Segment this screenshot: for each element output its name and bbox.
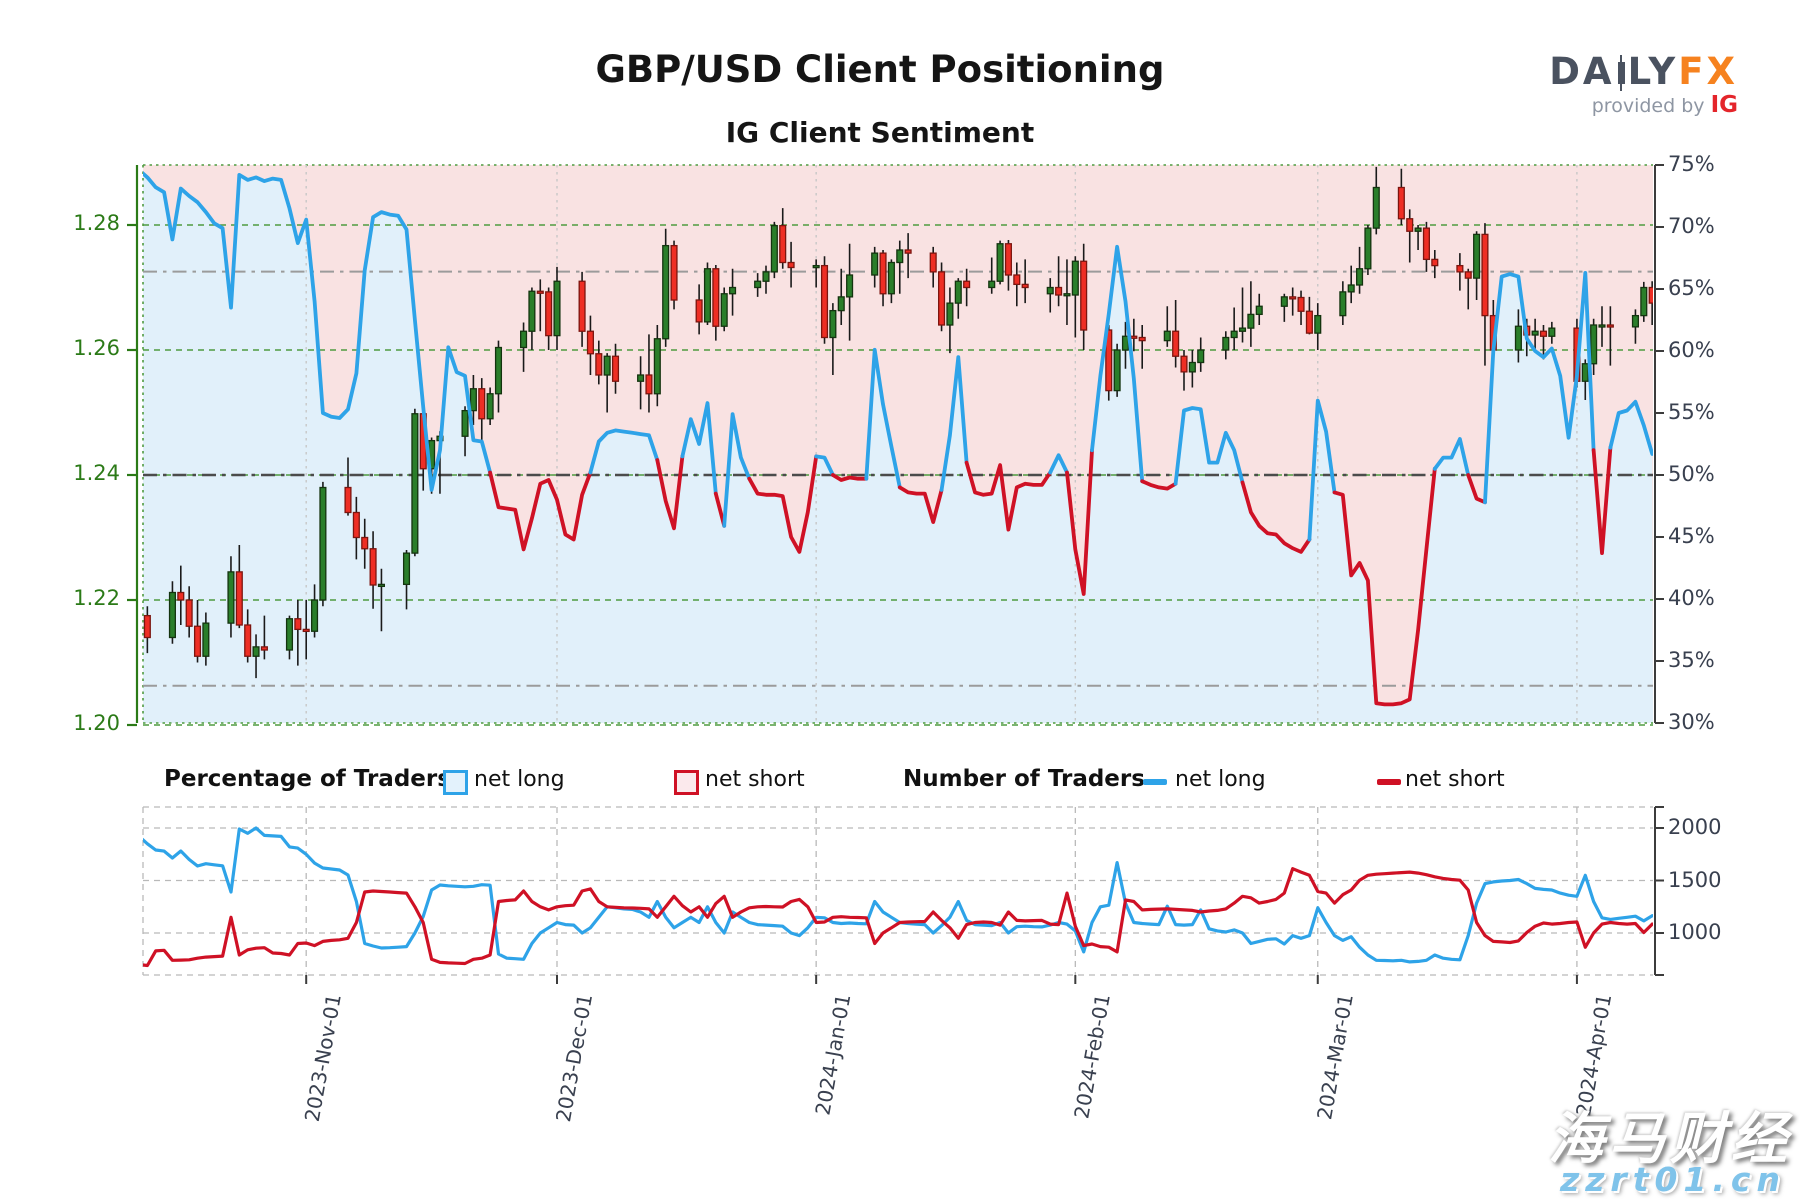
net-short-count-line xyxy=(143,867,1653,968)
pct-tick-75%: 75% xyxy=(1668,152,1715,176)
legend-pct-net-short: net short xyxy=(705,767,805,792)
pct-tick-65%: 65% xyxy=(1668,276,1715,300)
price-tick-1.24: 1.24 xyxy=(73,461,120,485)
pct-tick-60%: 60% xyxy=(1668,338,1715,362)
watermark-brand: 海马财经 xyxy=(1548,1107,1792,1172)
price-tick-1.20: 1.20 xyxy=(73,711,120,735)
pct-tick-45%: 45% xyxy=(1668,524,1715,548)
logo-provided-by: provided by IG xyxy=(1508,92,1738,118)
pct-tick-70%: 70% xyxy=(1668,214,1715,238)
pct-tick-55%: 55% xyxy=(1668,400,1715,424)
price-candles xyxy=(143,166,1653,679)
logo-text-fx: FX xyxy=(1678,50,1738,93)
net-short-line-icon xyxy=(1377,779,1401,785)
pct-tick-50%: 50% xyxy=(1668,462,1715,486)
legend-title-number: Number of Traders xyxy=(903,766,1145,792)
legend-title-percentage: Percentage of Traders xyxy=(164,766,451,792)
sentiment-percent-line xyxy=(143,170,1653,707)
net-short-swatch-icon xyxy=(674,770,699,795)
net-long-count-line xyxy=(143,826,1653,964)
net-long-swatch-icon xyxy=(443,770,468,795)
dailyfx-logo: DA LYFX xyxy=(1508,50,1738,93)
legend-pct-net-long: net long xyxy=(474,767,565,792)
trader-count-lines xyxy=(143,826,1653,968)
page-title: GBP/USD Client Positioning xyxy=(595,48,1165,91)
pct-tick-35%: 35% xyxy=(1668,648,1715,672)
chart-subtitle: IG Client Sentiment xyxy=(725,116,1035,149)
logo-text-ly: LY xyxy=(1627,50,1679,93)
candlestick-icon xyxy=(1617,55,1625,91)
watermark-url: zzrt01.cn xyxy=(1560,1160,1786,1199)
legend-num-net-short: net short xyxy=(1405,767,1505,792)
provided-by-text: provided by xyxy=(1591,95,1705,117)
price-tick-1.28: 1.28 xyxy=(73,211,120,235)
net-long-line-icon xyxy=(1143,779,1167,785)
pct-tick-40%: 40% xyxy=(1668,586,1715,610)
pct-tick-30%: 30% xyxy=(1668,710,1715,734)
count-tick-2000: 2000 xyxy=(1668,815,1722,839)
count-tick-1500: 1500 xyxy=(1668,867,1722,892)
price-tick-1.26: 1.26 xyxy=(73,336,120,360)
ig-logo: IG xyxy=(1710,92,1738,118)
axis-lines xyxy=(127,164,1664,984)
bottom-gridlines xyxy=(142,806,1653,976)
price-tick-1.22: 1.22 xyxy=(73,586,120,610)
logo-text-da: DA xyxy=(1549,50,1615,93)
legend-num-net-long: net long xyxy=(1175,767,1266,792)
count-tick-1000: 1000 xyxy=(1668,920,1722,944)
